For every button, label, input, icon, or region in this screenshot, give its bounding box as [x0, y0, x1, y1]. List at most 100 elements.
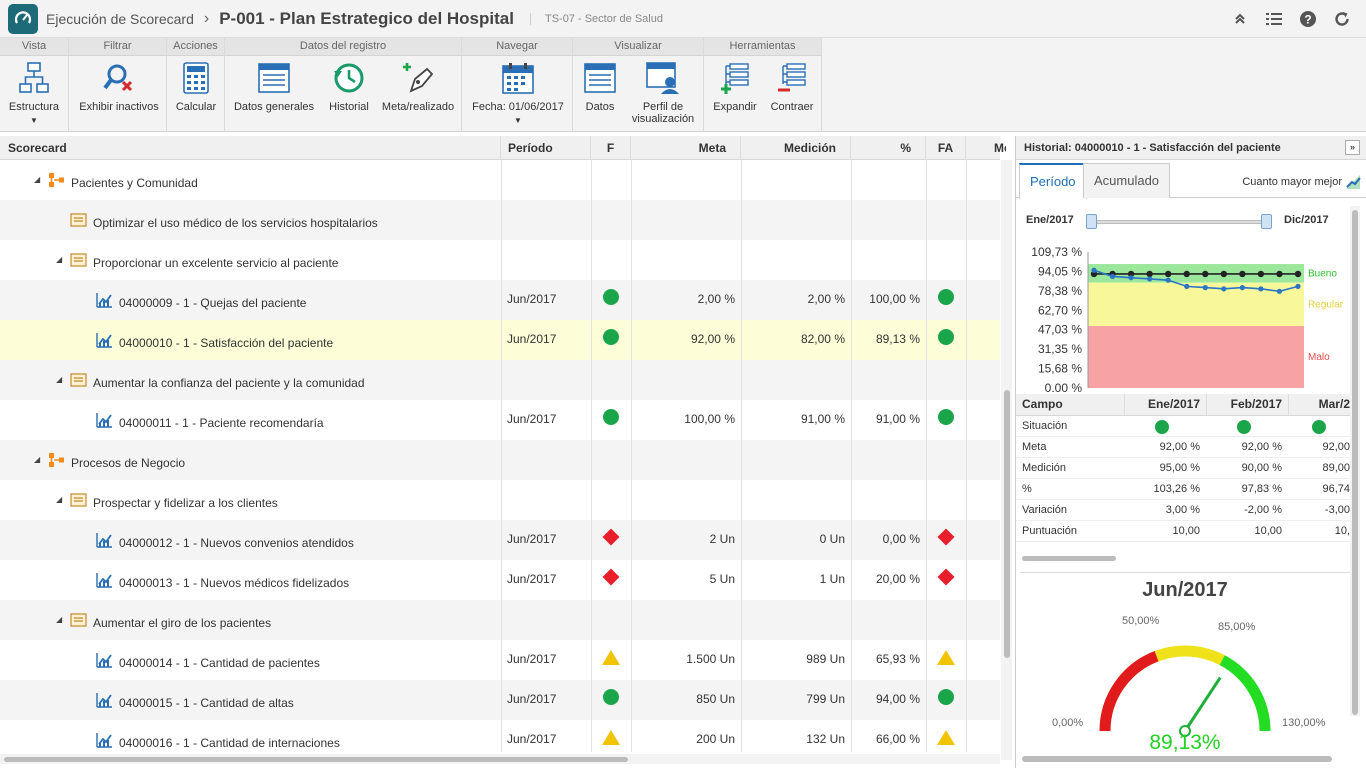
- column-header-f[interactable]: F: [591, 136, 631, 160]
- status-red-icon: [602, 528, 620, 546]
- collapse-up-icon[interactable]: [1230, 9, 1250, 29]
- column-header-pct[interactable]: %: [851, 136, 926, 160]
- column-divider: [501, 200, 502, 240]
- indicator-row[interactable]: 04000012 - 1 - Nuevos convenios atendido…: [0, 520, 1000, 560]
- ribbon-group-filtrar: Filtrar Exhibir inactivos: [69, 38, 167, 132]
- app-logo-icon[interactable]: [8, 3, 38, 34]
- column-header-medicion[interactable]: Medición: [741, 136, 851, 160]
- expand-toggle-icon[interactable]: ◢: [56, 375, 63, 384]
- objective-row[interactable]: ◢ Prospectar y fidelizar a los clientes: [0, 480, 1000, 520]
- series-point-0: [1294, 270, 1302, 278]
- column-divider: [851, 680, 852, 720]
- objective-row[interactable]: ◢ Proporcionar un excelente servicio al p…: [0, 240, 1000, 280]
- expand-toggle-icon[interactable]: ◢: [56, 495, 63, 504]
- row-name: 04000016 - 1 - Cantidad de internaciones: [119, 735, 340, 750]
- perspective-row[interactable]: ◢ Procesos de Negocio: [0, 440, 1000, 480]
- collapse-button[interactable]: Contraer: [766, 60, 818, 113]
- indicator-row[interactable]: 04000016 - 1 - Cantidad de internaciones…: [0, 720, 1000, 752]
- column-divider: [591, 720, 592, 752]
- scroll-thumb[interactable]: [4, 757, 628, 762]
- grid-horizontal-scrollbar[interactable]: [0, 754, 1000, 764]
- indicator-row[interactable]: 04000014 - 1 - Cantidad de pacientes Jun/…: [0, 640, 1000, 680]
- band-malo: [1088, 326, 1304, 388]
- column-divider: [966, 680, 967, 720]
- history-table-column-header[interactable]: Campo: [1022, 397, 1063, 411]
- display-profile-button[interactable]: Perfil de visualización: [627, 60, 699, 125]
- history-table-column-header[interactable]: Ene/2017: [1124, 394, 1200, 415]
- period-cell: Jun/2017: [507, 412, 557, 426]
- collapse-panel-icon[interactable]: »: [1345, 140, 1360, 155]
- expand-button[interactable]: Expandir: [710, 60, 760, 113]
- tab-periodo[interactable]: Período: [1019, 163, 1087, 199]
- column-divider: [966, 600, 967, 640]
- column-divider: [926, 280, 927, 320]
- status-green-icon: [1155, 420, 1169, 434]
- gauge-max-label: 130,00%: [1282, 717, 1326, 729]
- gauge-band-bad: [1099, 651, 1159, 732]
- breadcrumb[interactable]: Ejecución de Scorecard: [46, 10, 194, 27]
- value-cell: -2,00 %: [1244, 504, 1282, 516]
- general-data-button[interactable]: Datos generales: [231, 60, 317, 113]
- gauge-low-label: 50,00%: [1122, 615, 1160, 627]
- expand-toggle-icon[interactable]: ◢: [34, 175, 41, 184]
- calculate-button[interactable]: Calcular: [171, 60, 221, 113]
- expand-toggle-icon[interactable]: ◢: [56, 615, 63, 624]
- history-panel: Historial: 04000010 - 1 - Satisfacción d…: [1015, 136, 1366, 768]
- scroll-thumb[interactable]: [1352, 210, 1358, 715]
- history-table-column-header[interactable]: Feb/2017: [1206, 394, 1282, 415]
- range-start-handle[interactable]: [1086, 214, 1097, 229]
- column-header-fa[interactable]: FA: [926, 136, 966, 160]
- grid-vertical-scrollbar[interactable]: [1001, 160, 1012, 760]
- indicator-row[interactable]: 04000015 - 1 - Cantidad de altas Jun/2017…: [0, 680, 1000, 720]
- objective-row[interactable]: ◢ Aumentar el giro de los pacientes: [0, 600, 1000, 640]
- table-horizontal-scroll-thumb[interactable]: [1022, 556, 1116, 561]
- expand-toggle-icon[interactable]: ◢: [56, 255, 63, 264]
- column-divider: [741, 360, 742, 400]
- medicion-cell: 799 Un: [806, 692, 845, 706]
- indicator-row[interactable]: 04000013 - 1 - Nuevos médicos fidelizado…: [0, 560, 1000, 600]
- period-range-slider[interactable]: [1090, 220, 1270, 224]
- scroll-thumb[interactable]: [1004, 390, 1010, 658]
- panel-vertical-scrollbar[interactable]: [1350, 206, 1360, 716]
- range-end-handle[interactable]: [1261, 214, 1272, 229]
- ribbon-group-vista: Vista Estructura ▼: [0, 38, 69, 132]
- panel-horizontal-scroll-thumb[interactable]: [1022, 756, 1332, 762]
- column-divider: [851, 480, 852, 520]
- structure-button[interactable]: Estructura ▼: [4, 60, 64, 127]
- history-table-column-header[interactable]: Mar/2: [1288, 394, 1350, 415]
- objective-row[interactable]: ◢ Aumentar la confianza del paciente y la…: [0, 360, 1000, 400]
- indicator-row[interactable]: 04000010 - 1 - Satisfacción del paciente…: [0, 320, 1000, 360]
- accumulated-status-red-icon: [937, 568, 955, 586]
- column-header-met[interactable]: Met: [994, 141, 1006, 155]
- data-button[interactable]: Datos: [579, 60, 621, 113]
- row-name-cell: ◢ Aumentar la confianza del paciente y la…: [56, 360, 365, 400]
- column-divider: [591, 360, 592, 400]
- value-cell: 3,00 %: [1165, 504, 1200, 516]
- perspective-row[interactable]: ◢ Pacientes y Comunidad: [0, 160, 1000, 200]
- column-divider: [591, 600, 592, 640]
- column-divider: [926, 160, 927, 200]
- objective-icon: [70, 613, 87, 627]
- column-header-meta[interactable]: Meta: [631, 136, 741, 160]
- column-divider: [631, 680, 632, 720]
- data-label: Datos: [585, 101, 615, 113]
- refresh-icon[interactable]: [1332, 9, 1352, 29]
- column-header-periodo[interactable]: Período: [501, 136, 591, 160]
- indicator-row[interactable]: 04000009 - 1 - Quejas del paciente Jun/20…: [0, 280, 1000, 320]
- column-header-scorecard[interactable]: Scorecard: [0, 136, 501, 160]
- status-cell: [591, 280, 631, 314]
- collapse-label: Contraer: [770, 101, 814, 113]
- tab-acumulado[interactable]: Acumulado: [1083, 163, 1171, 198]
- help-icon[interactable]: ?: [1298, 9, 1318, 29]
- indicator-row[interactable]: 04000011 - 1 - Paciente recomendaría Jun/…: [0, 400, 1000, 440]
- show-inactive-button[interactable]: Exhibir inactivos: [75, 60, 163, 113]
- date-button[interactable]: Fecha: 01/06/2017 ▼: [468, 60, 568, 127]
- series-point-1: [1109, 273, 1116, 280]
- column-divider: [851, 320, 852, 360]
- history-button[interactable]: Historial: [323, 60, 375, 113]
- list-icon[interactable]: [1264, 9, 1284, 29]
- objective-row[interactable]: Optimizar el uso médico de los servicios…: [0, 200, 1000, 240]
- target-actual-button[interactable]: Meta/realizado: [379, 60, 457, 113]
- column-divider: [501, 480, 502, 520]
- expand-toggle-icon[interactable]: ◢: [34, 455, 41, 464]
